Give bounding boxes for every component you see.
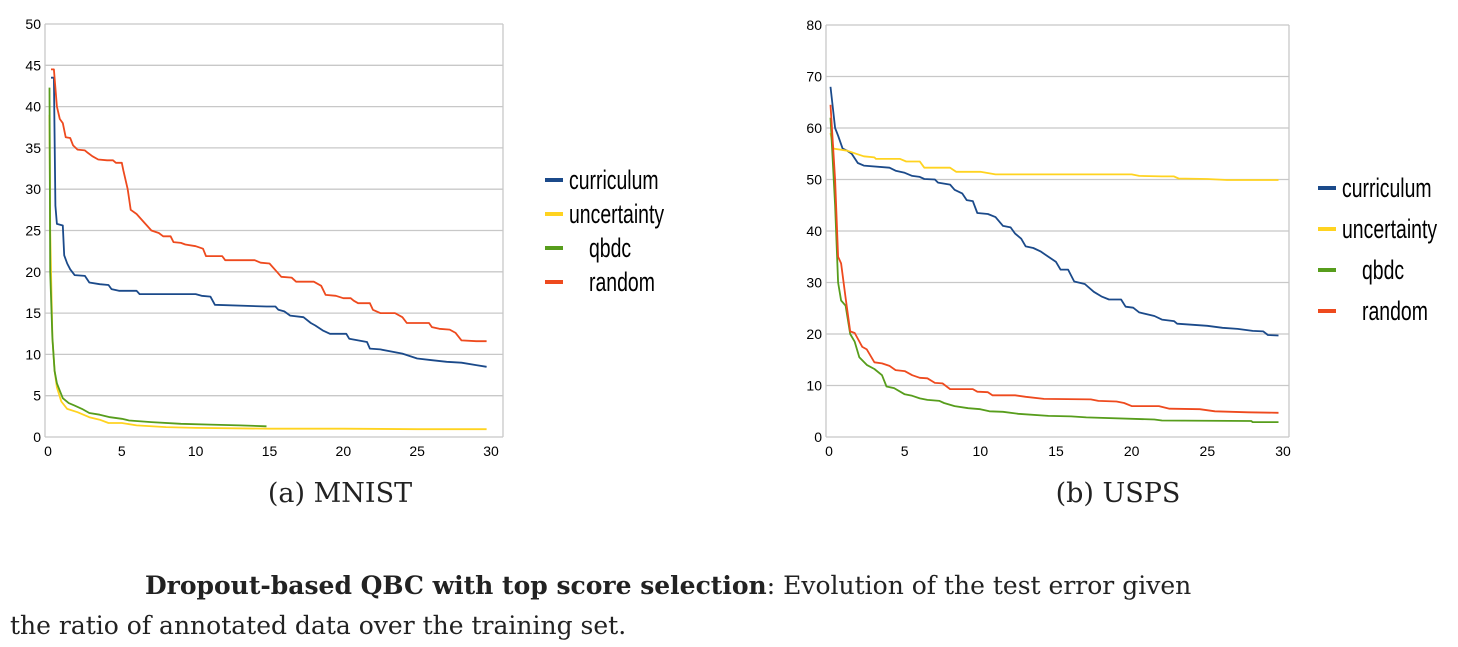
x-tick-label: 25: [1200, 443, 1216, 459]
x-tick-label: 15: [1048, 443, 1064, 459]
legend-swatch-qbdc: [1318, 268, 1336, 272]
series-line-curriculum: [51, 76, 487, 368]
series-line-random: [829, 104, 1279, 414]
x-tick-label: 30: [1275, 443, 1291, 459]
x-tick-label: 0: [44, 443, 52, 459]
y-tick-label: 25: [25, 223, 41, 239]
series-line-qbdc: [48, 87, 267, 428]
x-tick-label: 5: [901, 443, 909, 459]
y-tick-label: 50: [806, 172, 822, 188]
legend-swatch-random: [545, 280, 563, 284]
legend-swatch-curriculum: [545, 178, 563, 182]
legend-label-curriculum: curriculum: [1342, 173, 1432, 203]
x-tick-label: 15: [262, 443, 278, 459]
x-tick-label: 0: [825, 443, 833, 459]
legend-label-qbdc: qbdc: [1362, 255, 1404, 285]
y-tick-label: 30: [25, 181, 41, 197]
series-line-uncertainty: [829, 132, 1279, 181]
y-tick-label: 70: [806, 69, 822, 85]
caption-rest: : Evolution of the test error given: [766, 571, 1192, 600]
series-line-qbdc: [829, 117, 1279, 423]
y-tick-label: 0: [814, 429, 822, 445]
y-tick-label: 30: [806, 275, 822, 291]
x-tick-label: 20: [336, 443, 352, 459]
chart-mnist: 0 5 10 15 20 25 30 35 40 45 50 0 5 10 15 20 25 30 curricul…: [25, 16, 664, 459]
legend-swatch-curriculum: [1318, 186, 1336, 190]
x-tick-label: 5: [118, 443, 126, 459]
y-tick-label: 0: [33, 429, 41, 445]
subcaption-mnist: (a) MNIST: [267, 478, 413, 509]
y-tick-label: 50: [25, 16, 41, 32]
legend-swatch-uncertainty: [1318, 227, 1336, 231]
legend-label-random: random: [1362, 296, 1428, 326]
x-tick-label: 10: [973, 443, 989, 459]
y-tick-label: 40: [25, 99, 41, 115]
x-tick-label: 25: [409, 443, 425, 459]
y-tick-label: 60: [806, 120, 822, 136]
chart-usps: 0 10 20 30 40 50 60 70 80 0 5 10 15 20 25 30 curriculum u…: [806, 17, 1437, 459]
figure-caption: Dropout-based QBC with top score selecti…: [10, 566, 1450, 646]
series-line-curriculum: [829, 86, 1279, 337]
x-tick-label: 10: [188, 443, 204, 459]
y-tick-label: 10: [25, 346, 41, 362]
y-tick-label: 80: [806, 17, 822, 33]
legend-swatch-random: [1318, 309, 1336, 313]
y-tick-label: 5: [33, 388, 41, 404]
y-tick-label: 10: [806, 378, 822, 394]
y-tick-label: 35: [25, 140, 41, 156]
y-tick-label: 20: [25, 264, 41, 280]
subcaption-usps: (b) USPS: [1055, 478, 1181, 509]
legend-swatch-uncertainty: [545, 212, 563, 216]
x-tick-label: 30: [483, 443, 499, 459]
y-tick-label: 45: [25, 57, 41, 73]
legend-label-uncertainty: uncertainty: [1342, 214, 1437, 244]
legend-label-random: random: [589, 267, 655, 297]
series-line-random: [51, 68, 487, 343]
y-tick-label: 40: [806, 223, 822, 239]
x-tick-label: 20: [1124, 443, 1140, 459]
legend-label-curriculum: curriculum: [569, 165, 659, 195]
legend-swatch-qbdc: [545, 246, 563, 250]
caption-bold: Dropout-based QBC with top score selecti…: [145, 571, 767, 600]
legend-label-qbdc: qbdc: [589, 233, 631, 263]
y-tick-label: 20: [806, 326, 822, 342]
caption-line2: the ratio of annotated data over the tra…: [10, 611, 627, 640]
y-tick-label: 15: [25, 305, 41, 321]
legend-label-uncertainty: uncertainty: [569, 199, 664, 229]
